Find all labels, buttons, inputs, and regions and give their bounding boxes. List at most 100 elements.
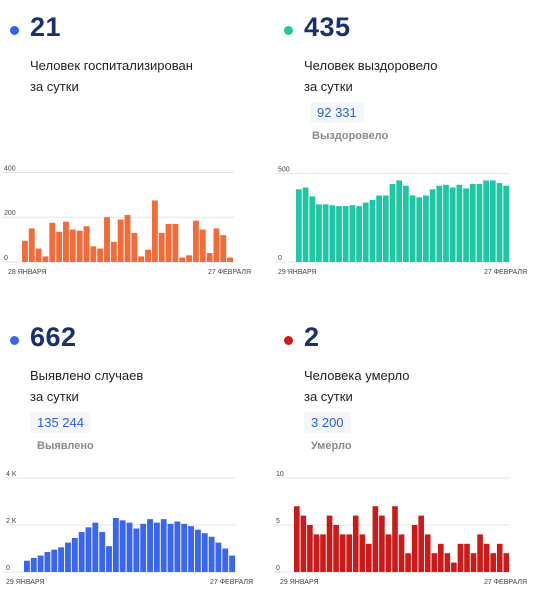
bar[interactable] <box>429 189 436 262</box>
bar[interactable] <box>215 542 222 573</box>
bar[interactable] <box>438 543 444 572</box>
bar[interactable] <box>451 562 457 572</box>
bar[interactable] <box>449 187 456 262</box>
bar[interactable] <box>37 555 44 572</box>
bar[interactable] <box>186 255 193 262</box>
bar[interactable] <box>322 204 329 262</box>
bar[interactable] <box>336 206 342 262</box>
bar[interactable] <box>158 232 165 262</box>
bar[interactable] <box>382 195 389 262</box>
bar[interactable] <box>90 246 97 262</box>
bar[interactable] <box>22 240 28 262</box>
bar[interactable] <box>470 553 477 572</box>
bar[interactable] <box>457 543 464 572</box>
bar[interactable] <box>49 222 56 262</box>
bar[interactable] <box>194 529 201 572</box>
bar[interactable] <box>24 560 30 572</box>
bar[interactable] <box>69 229 76 262</box>
bar[interactable] <box>78 532 85 572</box>
bar[interactable] <box>309 196 316 262</box>
bar[interactable] <box>320 534 326 572</box>
bar[interactable] <box>42 256 49 262</box>
bar[interactable] <box>147 519 153 573</box>
bar[interactable] <box>174 521 181 572</box>
bar[interactable] <box>126 522 133 572</box>
bar[interactable] <box>151 200 158 262</box>
bar[interactable] <box>483 180 489 262</box>
bar[interactable] <box>463 188 469 262</box>
bar[interactable] <box>464 543 470 572</box>
bar[interactable] <box>294 506 300 572</box>
bar[interactable] <box>349 205 356 262</box>
bar[interactable] <box>403 185 409 262</box>
bar[interactable] <box>28 228 35 262</box>
bar[interactable] <box>192 220 199 262</box>
bar[interactable] <box>333 525 339 572</box>
bar[interactable] <box>160 519 167 573</box>
bar[interactable] <box>369 199 376 262</box>
bar[interactable] <box>165 223 172 262</box>
bar[interactable] <box>35 248 42 262</box>
bar[interactable] <box>300 515 307 572</box>
bar[interactable] <box>443 184 449 262</box>
bar[interactable] <box>416 197 423 262</box>
bar[interactable] <box>385 534 392 572</box>
bar[interactable] <box>316 204 322 262</box>
bar[interactable] <box>503 553 510 572</box>
bar[interactable] <box>208 536 215 572</box>
bar[interactable] <box>181 523 188 572</box>
bar[interactable] <box>138 256 145 262</box>
bar[interactable] <box>92 522 99 572</box>
bar[interactable] <box>431 553 438 572</box>
bar[interactable] <box>106 546 112 572</box>
bar[interactable] <box>477 534 483 572</box>
bar[interactable] <box>63 221 69 262</box>
bar[interactable] <box>44 552 51 572</box>
bar[interactable] <box>326 515 333 572</box>
bar[interactable] <box>490 553 496 572</box>
bar[interactable] <box>179 257 186 262</box>
bar[interactable] <box>405 553 411 572</box>
bar[interactable] <box>58 547 65 572</box>
bar[interactable] <box>379 515 385 572</box>
bar[interactable] <box>313 534 320 572</box>
bar[interactable] <box>372 506 379 572</box>
bar[interactable] <box>85 527 92 572</box>
bar[interactable] <box>229 555 236 572</box>
bar[interactable] <box>133 528 140 572</box>
bar[interactable] <box>411 525 418 572</box>
bar[interactable] <box>83 226 90 262</box>
bar[interactable] <box>469 183 476 262</box>
bar[interactable] <box>140 523 147 572</box>
bar[interactable] <box>302 187 309 262</box>
bar[interactable] <box>329 205 336 262</box>
bar[interactable] <box>398 534 405 572</box>
bar[interactable] <box>172 223 179 262</box>
bar[interactable] <box>112 517 119 572</box>
bar[interactable] <box>409 195 416 262</box>
bar[interactable] <box>339 534 346 572</box>
bar[interactable] <box>167 523 174 572</box>
bar[interactable] <box>97 248 104 262</box>
bar[interactable] <box>359 534 366 572</box>
bar[interactable] <box>352 515 359 572</box>
bar[interactable] <box>104 217 110 262</box>
bar[interactable] <box>199 229 206 262</box>
bar[interactable] <box>220 235 227 262</box>
bar[interactable] <box>124 215 131 262</box>
bar[interactable] <box>362 202 369 262</box>
bar[interactable] <box>145 249 151 262</box>
bar[interactable] <box>201 533 208 572</box>
bar[interactable] <box>153 522 160 572</box>
bar[interactable] <box>436 185 443 262</box>
bar[interactable] <box>389 183 396 262</box>
bar[interactable] <box>376 195 382 262</box>
bar[interactable] <box>342 206 349 262</box>
bar[interactable] <box>131 232 138 262</box>
bar[interactable] <box>503 185 510 262</box>
bar[interactable] <box>65 542 71 573</box>
bar[interactable] <box>366 543 372 572</box>
bar[interactable] <box>117 219 124 262</box>
bar[interactable] <box>296 189 302 262</box>
bar[interactable] <box>346 534 352 572</box>
